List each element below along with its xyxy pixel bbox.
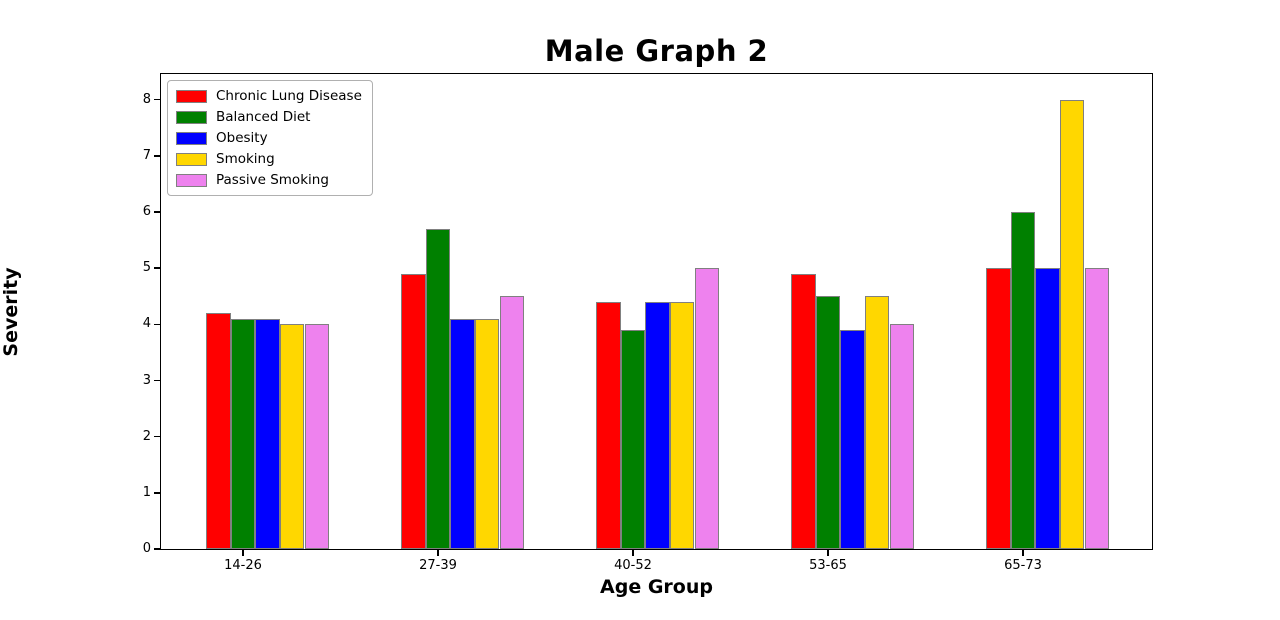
y-tick-mark	[153, 379, 160, 382]
bar-obesity-65-73	[1035, 268, 1060, 549]
bar-smoking-14-26	[279, 324, 305, 549]
bar-balanced-diet-53-65	[815, 296, 841, 549]
legend-swatch-icon	[176, 173, 207, 187]
bar-chronic-lung-disease-14-26	[206, 313, 231, 549]
x-tick-mark	[827, 549, 829, 556]
y-tick-label: 8	[142, 91, 151, 107]
x-tick-label: 40-52	[614, 558, 652, 573]
bar-chronic-lung-disease-40-52	[596, 301, 621, 549]
legend-entry: Chronic Lung Disease	[176, 88, 362, 104]
x-tick-label: 14-26	[224, 558, 262, 573]
y-tick-label: 7	[142, 147, 151, 163]
bar-balanced-diet-40-52	[620, 329, 646, 549]
x-tick-label: 53-65	[809, 558, 847, 573]
legend-swatch-icon	[176, 110, 207, 124]
legend-label: Passive Smoking	[216, 172, 329, 188]
y-tick-label: 3	[142, 372, 151, 388]
y-tick-label: 1	[142, 484, 151, 500]
y-tick-label: 0	[142, 541, 151, 556]
bar-chronic-lung-disease-65-73	[986, 268, 1011, 549]
x-tick-label: 27-39	[419, 558, 457, 573]
y-tick-mark	[153, 211, 160, 213]
legend-entry: Smoking	[176, 151, 362, 167]
y-tick-label: 2	[142, 428, 151, 444]
y-tick-mark	[153, 492, 160, 494]
legend-label: Obesity	[216, 130, 268, 146]
legend-entry: Obesity	[176, 130, 362, 146]
chart-title: Male Graph 2	[544, 34, 769, 68]
legend-label: Balanced Diet	[216, 109, 311, 125]
bar-balanced-diet-27-39	[425, 228, 451, 549]
x-tick-mark	[242, 549, 244, 556]
legend-entry: Balanced Diet	[176, 109, 362, 125]
legend: Chronic Lung Disease Balanced Diet Obesity…	[167, 80, 373, 196]
bar-obesity-14-26	[255, 318, 280, 549]
bar-passive-smoking-53-65	[889, 324, 915, 549]
y-tick-mark	[153, 435, 160, 438]
bar-smoking-27-39	[474, 318, 500, 549]
bar-obesity-53-65	[840, 329, 865, 549]
y-tick-mark	[153, 98, 160, 101]
legend-swatch-icon	[176, 131, 207, 145]
y-tick-mark	[153, 323, 160, 326]
legend-entry: Passive Smoking	[176, 172, 362, 188]
y-axis-label: Severity	[0, 266, 22, 357]
bar-passive-smoking-27-39	[499, 296, 525, 549]
x-tick-mark	[632, 549, 634, 556]
bar-smoking-65-73	[1059, 99, 1085, 549]
y-tick-label: 5	[142, 260, 151, 276]
plot-area: 0 1 2 3 4 5 6 7 8 14-26 27-39 40-52 53-65 65-73 Seve…	[0, 73, 1153, 598]
x-axis-label: Age Group	[600, 576, 713, 598]
legend-swatch-icon	[176, 152, 207, 166]
bar-passive-smoking-14-26	[304, 324, 330, 549]
x-tick-label: 65-73	[1004, 558, 1042, 573]
x-tick-mark	[437, 549, 439, 556]
plot-inner: 0 1 2 3 4 5 6 7 8 14-26 27-39 40-52 53-65 65-73 Seve…	[0, 74, 1152, 598]
bar-obesity-40-52	[645, 301, 670, 549]
legend-swatch-icon	[176, 89, 207, 103]
bar-passive-smoking-65-73	[1084, 268, 1110, 549]
x-tick-mark	[1022, 549, 1024, 556]
legend-label: Chronic Lung Disease	[216, 88, 362, 104]
y-tick-mark	[153, 155, 160, 157]
y-tick-mark	[153, 267, 160, 269]
bar-balanced-diet-14-26	[230, 318, 256, 549]
y-tick-label: 6	[142, 204, 151, 220]
y-tick-mark	[153, 548, 160, 550]
bar-obesity-27-39	[450, 318, 475, 549]
legend-label: Smoking	[216, 151, 275, 167]
bar-smoking-53-65	[864, 296, 890, 549]
y-tick-label: 4	[142, 316, 151, 332]
bar-passive-smoking-40-52	[694, 268, 720, 549]
bar-chronic-lung-disease-53-65	[791, 273, 816, 549]
bar-smoking-40-52	[669, 301, 695, 549]
bar-chronic-lung-disease-27-39	[401, 273, 426, 549]
bar-balanced-diet-65-73	[1010, 212, 1036, 549]
